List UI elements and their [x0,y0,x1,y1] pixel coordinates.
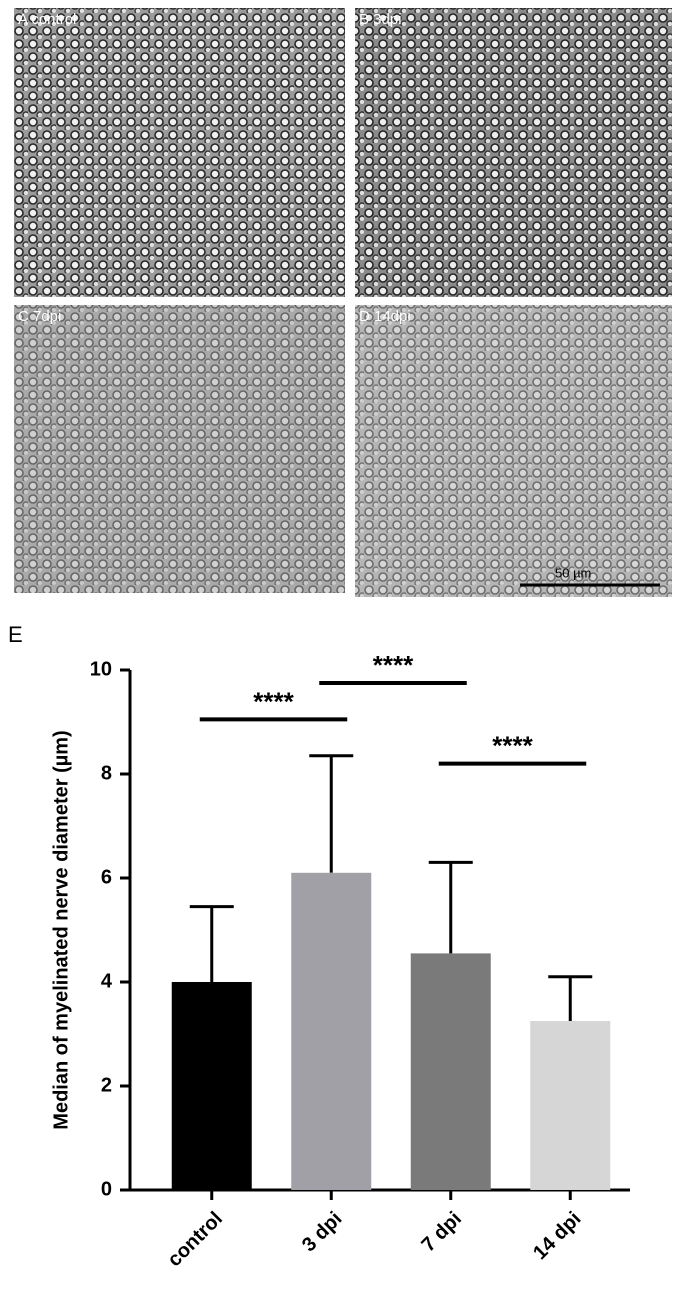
significance-label: **** [373,650,414,680]
y-tick-label: 4 [101,970,113,992]
panel-label: B 3dpi [359,11,402,28]
x-tick-label: 14 dpi [529,1208,585,1264]
bar [530,1021,611,1190]
x-tick-label: 7 dpi [417,1208,466,1257]
panel-label: A control [18,11,76,28]
x-tick-label: 3 dpi [298,1208,347,1257]
panel-label: D 14dpi [359,308,411,325]
panel-label: E [8,622,23,647]
bar [291,872,372,1190]
micrograph-texture [14,8,345,297]
scale-bar-label: 50 µm [555,565,591,580]
significance-label: **** [492,730,533,760]
y-tick-label: 10 [90,658,112,680]
y-tick-label: 0 [101,1178,112,1200]
panel-label: C 7dpi [18,308,61,325]
micrograph-texture [14,305,345,593]
micrograph-texture [355,305,672,597]
bar [171,982,252,1190]
bar [410,953,491,1190]
y-tick-label: 6 [101,866,112,888]
y-tick-label: 2 [101,1074,112,1096]
y-axis-label: Median of myelinated nerve diameter (µm) [50,730,72,1129]
micrograph-texture [355,8,672,297]
y-tick-label: 8 [101,762,112,784]
significance-label: **** [253,686,294,716]
x-tick-label: control [164,1208,227,1271]
